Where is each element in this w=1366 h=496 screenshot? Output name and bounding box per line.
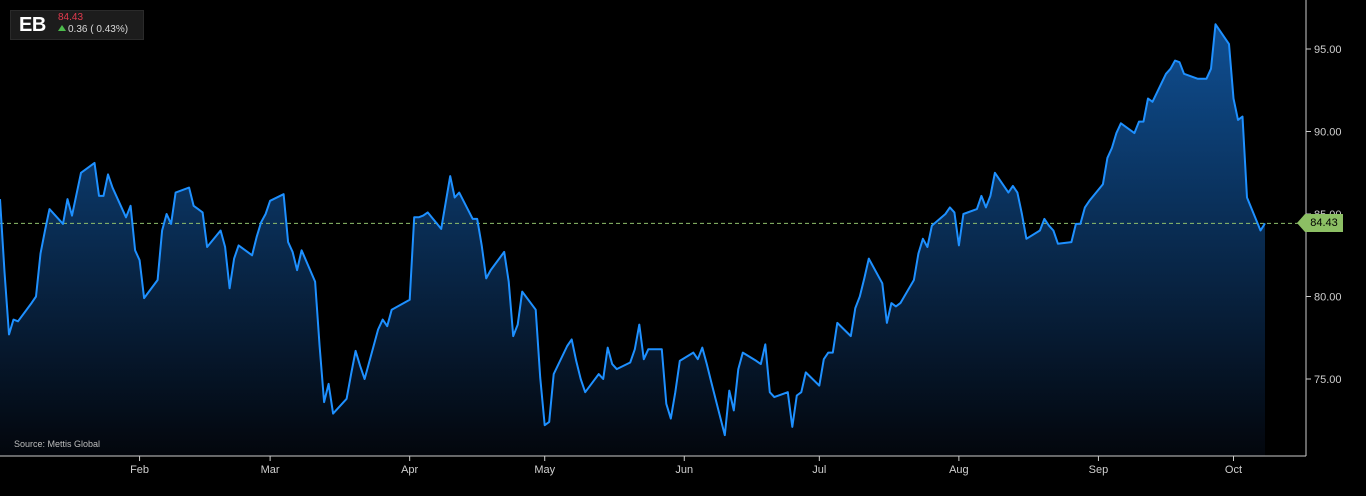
price-change: 0.36 ( 0.43%) <box>68 24 129 35</box>
x-tick-label: Jul <box>812 464 826 476</box>
source-note: Source: Mettis Global <box>14 439 101 449</box>
last-value-label: 84.43 <box>1305 214 1343 233</box>
badge-pointer-icon <box>1297 214 1305 233</box>
y-tick-label: 90.00 <box>1314 127 1342 139</box>
x-tick-label: Sep <box>1089 464 1109 476</box>
x-tick-label: May <box>534 464 555 476</box>
y-tick-label: 80.00 <box>1314 292 1342 304</box>
x-tick-label: Feb <box>130 464 149 476</box>
x-tick-label: Mar <box>261 464 280 476</box>
up-arrow-icon <box>58 25 66 31</box>
price-change-row: 0.36 ( 0.43%) <box>58 24 128 35</box>
x-tick-label: Jun <box>675 464 693 476</box>
y-tick-label: 75.00 <box>1314 374 1342 386</box>
price-area <box>0 24 1265 457</box>
x-tick-label: Oct <box>1225 464 1242 476</box>
y-tick-label: 95.00 <box>1314 44 1342 56</box>
x-axis-ticks: Feb Mar Apr May Jun Jul Aug Sep Oct <box>130 456 1242 476</box>
x-tick-label: Aug <box>949 464 969 476</box>
ticker-info-box: EB 84.43 0.36 ( 0.43%) <box>10 10 144 40</box>
price-line <box>0 23 1266 437</box>
current-price: 84.43 <box>58 12 84 23</box>
x-tick-label: Apr <box>401 464 418 476</box>
ticker-symbol: EB <box>19 14 46 36</box>
